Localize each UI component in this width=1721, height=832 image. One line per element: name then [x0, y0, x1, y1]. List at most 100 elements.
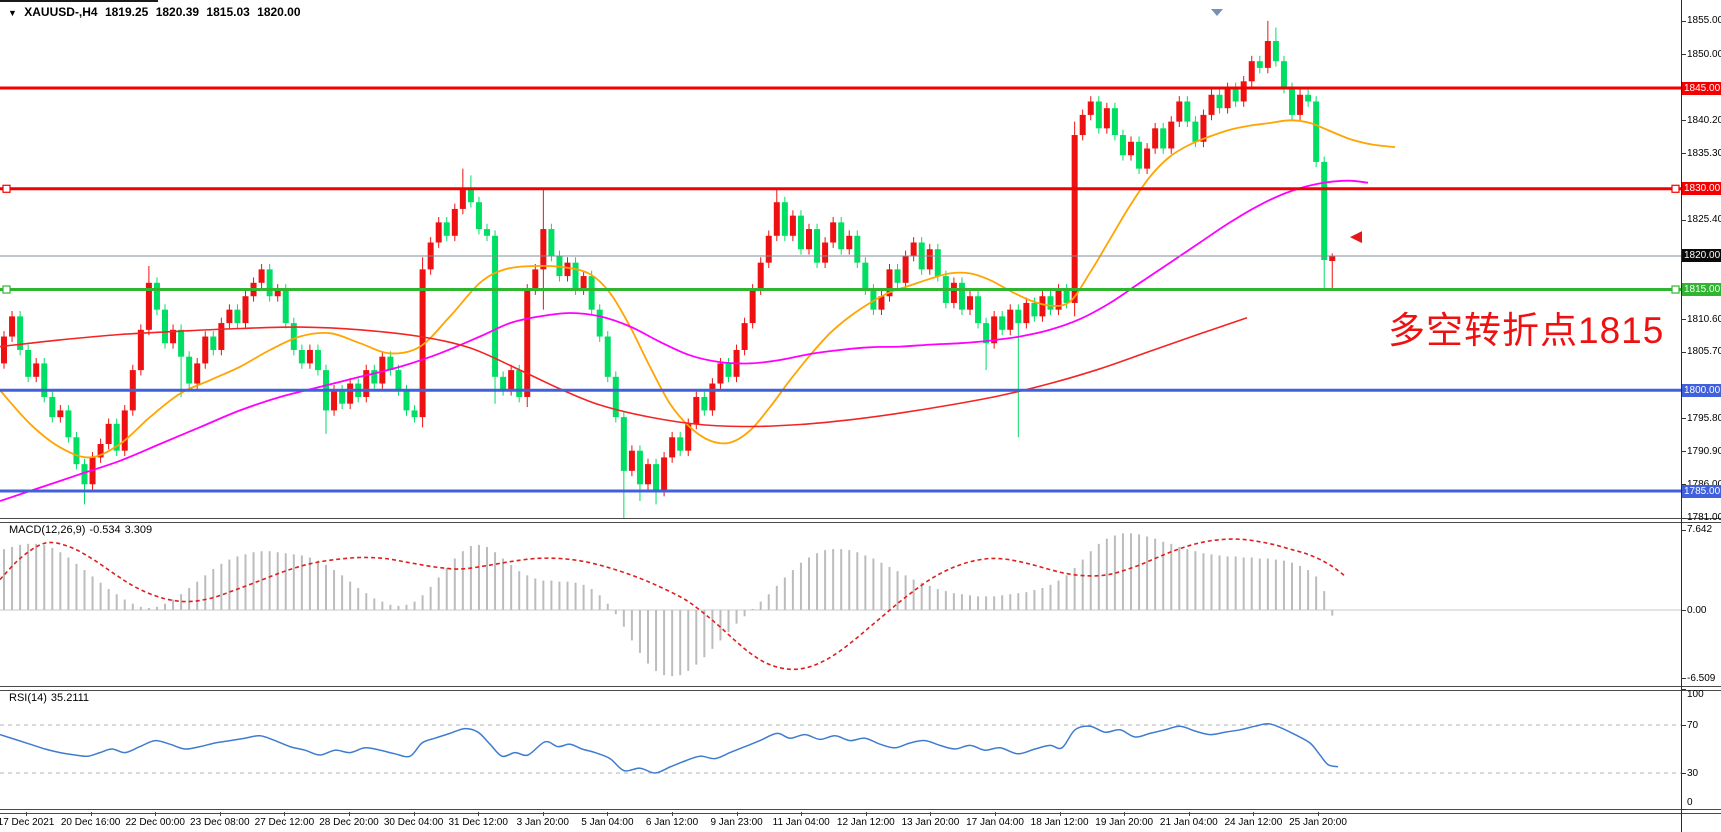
- candle-body: [1119, 135, 1126, 156]
- candle-body: [419, 269, 426, 418]
- candle-body: [1305, 94, 1312, 102]
- candle-body: [282, 289, 289, 324]
- candle-body: [339, 390, 346, 404]
- time-tick: [607, 812, 609, 816]
- time-tick: [1318, 812, 1319, 816]
- candle-body: [1071, 135, 1078, 303]
- candle-body: [612, 376, 619, 418]
- candle-body: [645, 464, 651, 485]
- candle-body: [822, 242, 829, 263]
- candle-body: [306, 349, 313, 364]
- time-tick: [349, 812, 350, 816]
- candle-body: [516, 370, 523, 397]
- axis-tick: [1681, 351, 1686, 353]
- candle-body: [765, 235, 772, 263]
- macd-scale-7.642: 7.642: [1687, 524, 1713, 536]
- symbol-timeframe: XAUUSD-,H4: [24, 5, 98, 19]
- axis-tick: [1681, 809, 1686, 810]
- candle-body: [588, 276, 595, 310]
- axis-tick: [1681, 20, 1686, 22]
- candle-body: [693, 396, 700, 424]
- candle-body: [1200, 114, 1207, 142]
- candle-body: [773, 202, 780, 236]
- candle-body: [290, 323, 297, 350]
- time-tick: [90, 812, 92, 816]
- price-label-1840.20: 1840.20: [1687, 114, 1721, 126]
- candle-body: [1232, 88, 1239, 102]
- rsi-scale-0: 0: [1687, 796, 1693, 808]
- candle-body: [162, 309, 168, 344]
- ma-slow-red: [0, 316, 1248, 428]
- price-label-1790.90: 1790.90: [1687, 445, 1721, 457]
- candle-body: [1128, 141, 1134, 156]
- candle-body: [258, 269, 265, 283]
- ohlc-close: 1820.00: [257, 5, 301, 19]
- scroll-to-end-icon[interactable]: [1211, 9, 1223, 16]
- candle-body: [1152, 128, 1159, 149]
- price-badge-1820.00: 1820.00: [1682, 249, 1721, 263]
- price-arrow-marker[interactable]: [1350, 231, 1362, 244]
- price-label-1825.40: 1825.40: [1687, 214, 1721, 226]
- candle-body: [1289, 88, 1295, 115]
- time-label: 22 Dec 00:00: [125, 817, 185, 828]
- candle-body: [137, 329, 144, 371]
- candle-body: [467, 188, 474, 203]
- axis-tick: [1681, 773, 1686, 774]
- pivot-1815-handle[interactable]: [2, 285, 11, 294]
- candle-body: [636, 450, 643, 485]
- time-label: 21 Jan 04:00: [1159, 817, 1218, 828]
- rsi-indicator-label: RSI(14) 35.2111: [9, 692, 90, 704]
- rsi-scale-70: 70: [1687, 719, 1699, 731]
- candlestick-series: [1, 20, 1336, 518]
- time-label: 30 Dec 04:00: [383, 817, 444, 828]
- price-label-1786.00: 1786.00: [1687, 479, 1721, 490]
- candle-body: [1192, 121, 1199, 142]
- macd-indicator-label: MACD(12,26,9) -0.534 3.309: [9, 524, 153, 536]
- axis-tick: [1681, 120, 1686, 122]
- candle-body: [234, 309, 241, 324]
- candle-body: [789, 215, 796, 236]
- candle-body: [1031, 302, 1038, 317]
- candle-body: [451, 208, 458, 236]
- candle-body: [806, 229, 812, 250]
- time-tick: [930, 812, 932, 816]
- time-label: 31 Dec 12:00: [448, 817, 508, 828]
- candle-body: [604, 336, 611, 377]
- candle-body: [838, 222, 845, 250]
- candle-body: [975, 296, 982, 324]
- candle-body: [967, 296, 973, 310]
- panel-separator-main-macd[interactable]: [0, 518, 1721, 523]
- candle-body: [685, 423, 692, 451]
- panel-separator-macd-rsi[interactable]: [0, 686, 1721, 691]
- candle-body: [1136, 141, 1143, 169]
- candle-body: [113, 423, 120, 451]
- candle-body: [500, 376, 507, 391]
- price-badge-1845.00: 1845.00: [1682, 81, 1721, 95]
- annotation-text[interactable]: 多空转折点1815: [1388, 310, 1665, 351]
- pivot-1815-handle[interactable]: [1671, 285, 1680, 294]
- candle-body: [1039, 296, 1046, 317]
- price-label-1805.70: 1805.70: [1687, 346, 1721, 358]
- candle-body: [677, 437, 684, 451]
- candle-body: [1272, 41, 1279, 62]
- time-label: 9 Jan 23:00: [710, 817, 763, 828]
- price-axis-border: [1681, 0, 1682, 832]
- resistance-1830-handle[interactable]: [1671, 184, 1680, 193]
- resistance-1830-handle[interactable]: [2, 184, 11, 193]
- axis-tick: [1681, 678, 1686, 680]
- candle-body: [1144, 148, 1151, 169]
- symbol-dropdown-icon[interactable]: ▼: [8, 8, 17, 18]
- candle-body: [443, 222, 450, 236]
- candle-body: [73, 437, 80, 465]
- axis-tick: [1681, 219, 1686, 221]
- candle-body: [1079, 114, 1086, 136]
- candle-body: [854, 235, 861, 263]
- candle-body: [218, 323, 225, 350]
- candle-body: [999, 316, 1006, 330]
- time-tick: [26, 812, 27, 816]
- ma-mid-magenta: [0, 179, 1369, 502]
- macd-signal-line: [0, 538, 1345, 671]
- candle-body: [1248, 61, 1255, 82]
- candle-body: [725, 363, 732, 377]
